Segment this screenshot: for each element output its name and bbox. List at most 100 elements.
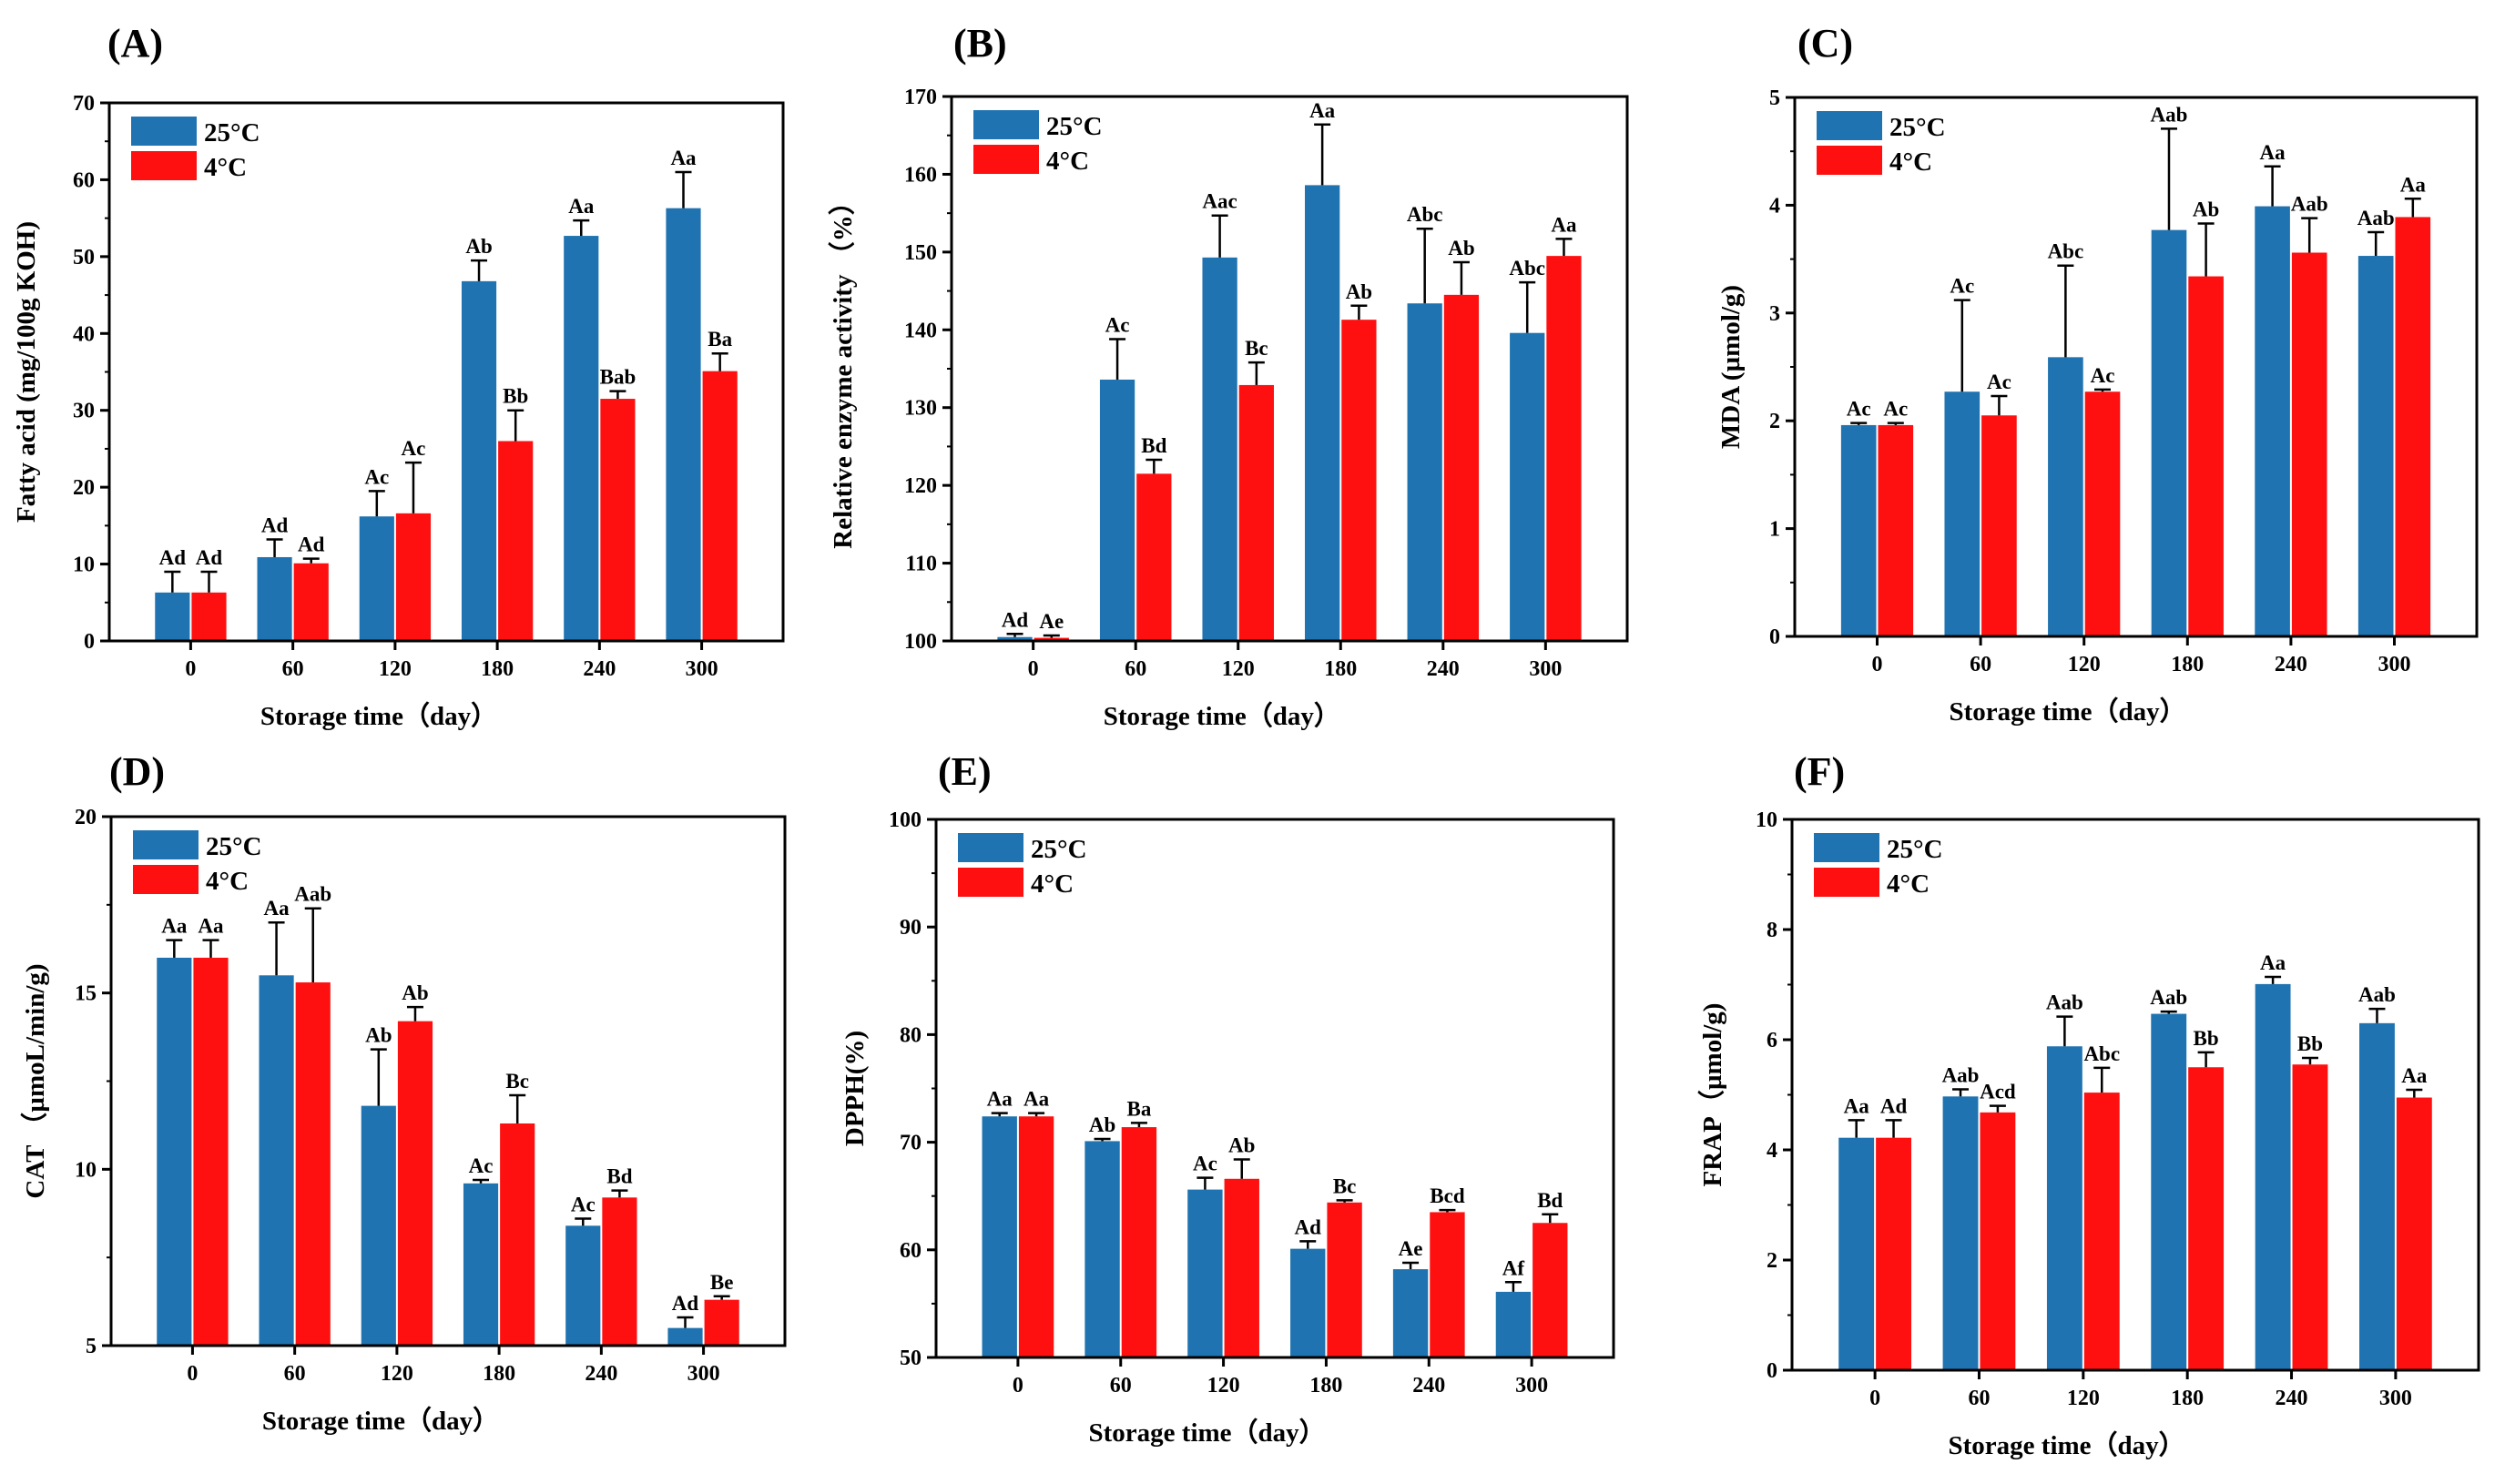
- bar-25c-60: [1944, 391, 1981, 636]
- data-label: Ab: [1228, 1134, 1255, 1157]
- y-tick-label: 15: [75, 982, 97, 1006]
- x-tick-label: 120: [1222, 657, 1255, 681]
- y-tick-label: 10: [1756, 808, 1777, 832]
- bar-25c-60: [1099, 379, 1135, 641]
- bar-4c-300: [1533, 1223, 1568, 1357]
- y-tick-label: 20: [75, 806, 97, 829]
- data-label: Ab: [1448, 237, 1474, 259]
- data-label: Bd: [606, 1165, 632, 1188]
- data-label: Ab: [365, 1024, 392, 1047]
- bar-25c-120: [2048, 357, 2083, 636]
- data-label: Abc: [1407, 203, 1443, 226]
- bar-25c-120: [2046, 1046, 2082, 1370]
- legend-label: 25°C: [1889, 113, 1946, 142]
- x-tick-label: 180: [1324, 657, 1357, 681]
- y-tick-label: 80: [900, 1023, 922, 1047]
- y-tick-label: 5: [86, 1335, 97, 1358]
- bar-25c-180: [1305, 185, 1340, 642]
- x-tick-label: 120: [381, 1362, 413, 1386]
- bar-25c-60: [257, 556, 292, 641]
- bar-4c-0: [1034, 637, 1069, 641]
- x-tick-label: 240: [1427, 657, 1460, 681]
- bar-4c-0: [1878, 424, 1914, 636]
- data-label: Aab: [2151, 103, 2188, 126]
- data-label: Abc: [2048, 240, 2084, 263]
- data-label: Bb: [503, 385, 528, 408]
- data-label: Ac: [1105, 314, 1130, 337]
- x-tick-label: 240: [1412, 1374, 1445, 1398]
- bar-25c-0: [982, 1116, 1017, 1357]
- y-axis-title: DPPH(%): [840, 1031, 870, 1146]
- data-label: Bab: [600, 366, 636, 389]
- bar-4c-120: [1224, 1178, 1259, 1357]
- bar-4c-60: [295, 982, 331, 1346]
- bar-25c-240: [2255, 983, 2291, 1370]
- x-tick-label: 60: [1968, 1387, 1990, 1410]
- chart-panel-1: (A) Ad Ad Ac Ab Aa Aa Ad Ad Ac Bb Bab Ba 0 10 20 30 40 50 6…: [12, 21, 785, 731]
- x-tick-label: 240: [583, 657, 616, 681]
- bar-4c-0: [1018, 1116, 1054, 1357]
- bar-25c-300: [1510, 332, 1545, 641]
- x-tick-label: 300: [1515, 1374, 1548, 1398]
- data-label: Ad: [196, 546, 223, 569]
- legend-label: 25°C: [1046, 112, 1103, 141]
- bar-4c-240: [1443, 294, 1480, 641]
- legend-label: 25°C: [1887, 835, 1943, 864]
- data-label: Ad: [1002, 608, 1029, 631]
- y-tick-label: 100: [904, 630, 937, 654]
- data-label: Ad: [1295, 1215, 1322, 1238]
- y-tick-label: 10: [75, 1158, 97, 1182]
- data-label: Aab: [1942, 1063, 1980, 1086]
- x-tick-label: 60: [1125, 657, 1146, 681]
- x-tick-label: 180: [2171, 1387, 2204, 1410]
- data-label: Ab: [2193, 198, 2219, 221]
- x-tick-label: 240: [585, 1362, 617, 1386]
- bar-25c-120: [1187, 1189, 1223, 1357]
- bar-25c-0: [1840, 424, 1877, 636]
- legend-swatch-25c: [958, 833, 1023, 862]
- bar-25c-300: [1495, 1291, 1532, 1357]
- bar-4c-300: [1546, 256, 1582, 641]
- bar-4c-60: [293, 563, 329, 641]
- data-label: Acd: [1980, 1081, 2016, 1103]
- data-label: Aa: [1551, 213, 1577, 236]
- legend-swatch-25c: [1817, 111, 1882, 140]
- bar-4c-300: [2395, 217, 2431, 636]
- y-tick-label: 120: [904, 474, 937, 498]
- y-tick-label: 70: [73, 92, 95, 116]
- data-label: Bc: [1245, 337, 1268, 360]
- x-tick-label: 240: [2276, 1387, 2308, 1410]
- data-label: Aa: [2401, 1064, 2428, 1087]
- bar-4c-180: [498, 441, 534, 641]
- panel-letter: (E): [938, 749, 992, 794]
- y-tick-label: 150: [904, 241, 937, 265]
- data-label: Ba: [1127, 1097, 1152, 1120]
- x-tick-label: 0: [1028, 657, 1039, 681]
- x-tick-label: 300: [687, 1362, 720, 1386]
- data-label: Ac: [1987, 371, 2011, 393]
- y-tick-label: 0: [84, 630, 95, 654]
- y-tick-label: 170: [904, 86, 937, 109]
- x-tick-label: 120: [2067, 1387, 2100, 1410]
- y-tick-label: 0: [1769, 625, 1780, 649]
- y-tick-label: 10: [73, 554, 95, 577]
- bar-4c-120: [2084, 391, 2121, 636]
- data-label: Aa: [670, 147, 697, 169]
- y-tick-label: 100: [889, 808, 922, 832]
- data-label: Ab: [1089, 1113, 1115, 1136]
- bar-25c-240: [565, 1225, 601, 1346]
- y-tick-label: 50: [73, 246, 95, 269]
- legend-label: 4°C: [1887, 869, 1930, 899]
- x-axis-title: Storage time（day）: [1950, 696, 2186, 727]
- data-label: Ad: [298, 534, 325, 556]
- y-tick-label: 40: [73, 322, 95, 346]
- data-label: Af: [1502, 1256, 1525, 1279]
- data-label: Aa: [1309, 99, 1336, 122]
- bar-25c-120: [1202, 257, 1237, 641]
- data-label: Aa: [568, 195, 595, 218]
- x-axis-title: Storage time（day）: [262, 1406, 499, 1436]
- x-axis-title: Storage time（day）: [1104, 701, 1340, 731]
- y-axis-title: Relative enzyme activity （%）: [828, 188, 858, 548]
- data-label: Aab: [2150, 986, 2187, 1009]
